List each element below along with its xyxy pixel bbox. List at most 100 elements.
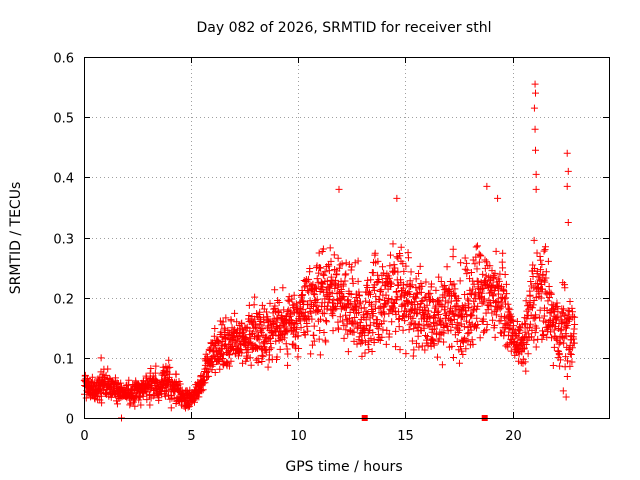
data-point [168,377,176,385]
data-point [306,307,314,315]
data-point [532,343,540,351]
data-point [199,386,207,394]
data-point [307,309,315,317]
data-point [532,324,540,332]
data-point-spike [97,354,105,362]
data-point [275,299,283,307]
data-point [247,361,255,369]
data-point [449,245,457,253]
data-point-spike [532,185,540,193]
data-point [564,314,572,322]
data-point [273,353,281,361]
data-point [322,338,330,346]
data-point [102,371,110,379]
data-point [329,312,337,320]
data-point [530,336,538,344]
data-point [315,269,323,277]
data-point [415,320,423,328]
data-point [421,306,429,314]
data-point [560,305,568,313]
data-point [341,277,349,285]
data-point [126,401,134,409]
data-point [423,301,431,309]
data-point [556,362,564,370]
data-point [262,308,270,316]
data-point [315,335,323,343]
data-point [390,261,398,269]
data-point [432,330,440,338]
data-point [320,271,328,279]
data-point [460,323,468,331]
data-point-spike [531,125,539,133]
data-point [210,332,218,340]
data-point [356,298,364,306]
data-point [300,298,308,306]
data-point [304,287,312,295]
data-point [464,295,472,303]
data-point [474,242,482,250]
data-point [303,322,311,330]
data-point [388,318,396,326]
data-point [521,328,529,336]
data-point [428,336,436,344]
data-point [313,301,321,309]
data-point [295,345,303,353]
data-point [205,345,213,353]
data-point [489,291,497,299]
data-point [501,323,509,331]
data-point [479,270,487,278]
data-point [226,351,234,359]
data-point [203,364,211,372]
data-point [246,335,254,343]
data-point [484,306,492,314]
data-point [342,259,350,267]
data-point [314,306,322,314]
data-point [176,380,184,388]
data-point [315,249,323,257]
data-point [398,313,406,321]
data-point [541,278,549,286]
data-point [322,316,330,324]
data-point [266,346,274,354]
data-point [410,346,418,354]
data-point [408,281,416,289]
data-point [418,342,426,350]
data-point [469,307,477,315]
data-point [476,334,484,342]
data-point [488,282,496,290]
data-point [445,308,453,316]
data-point [225,362,233,370]
data-point [275,308,283,316]
data-point [555,340,563,348]
data-point [568,344,576,352]
data-point [450,312,458,320]
data-point [167,404,175,412]
data-point [88,373,96,381]
data-point [355,308,363,316]
tick-labels: 0 0.1 0.2 0.3 0.4 0.5 0.6 0 5 10 15 20 [53,52,521,445]
data-point [368,348,376,356]
data-point [415,270,423,278]
data-point-spike [532,146,539,154]
y-tick-label: 0.6 [53,52,74,67]
data-point [231,309,239,317]
data-point [82,394,90,402]
data-point [393,296,401,304]
data-point [310,331,318,339]
data-point [444,287,452,295]
data-point [566,350,574,358]
data-point [316,351,324,359]
data-point [440,324,448,332]
data-point [259,353,267,361]
data-point [437,277,445,285]
data-point [346,300,354,308]
data-point [448,342,456,350]
data-point [414,332,422,340]
data-point [550,343,558,351]
data-point [418,282,426,290]
data-point [562,353,570,361]
data-point-spike [335,185,343,193]
x-tick-label: 0 [80,429,88,444]
data-point [344,296,352,304]
data-point [391,267,399,275]
